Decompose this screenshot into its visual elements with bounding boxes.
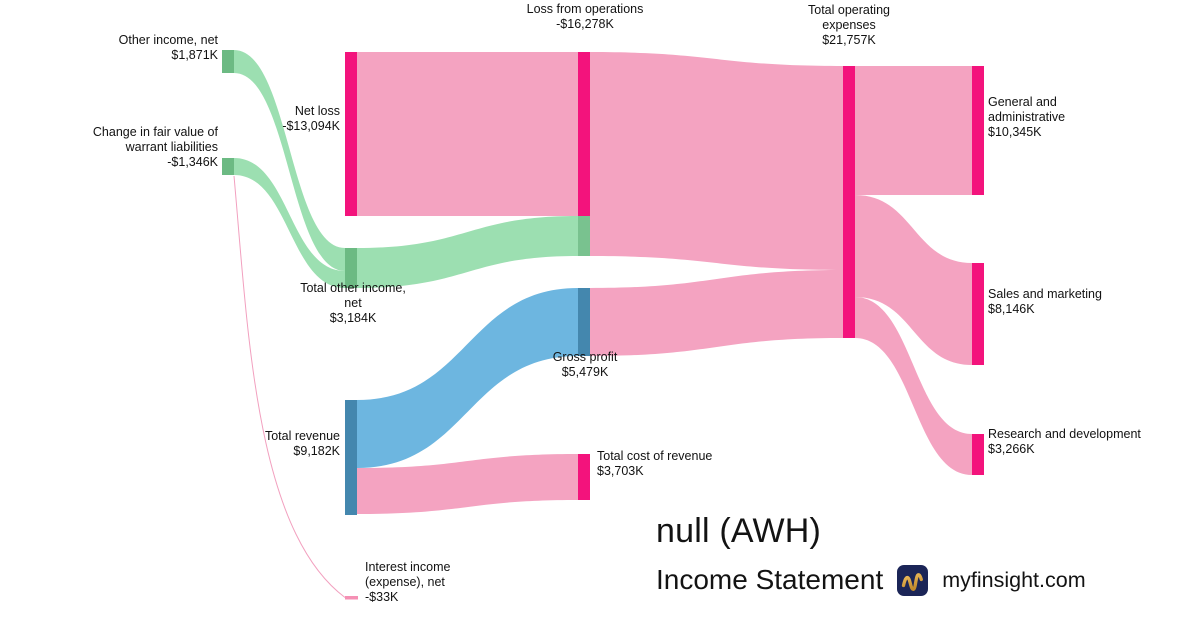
label-interest-income: Interest income (expense), net -$33K <box>365 560 451 604</box>
label-general-administrative: General and administrative $10,345K <box>988 95 1066 139</box>
node-loss-from-operations <box>578 52 590 216</box>
flow-net-loss-to-loss-from-operations <box>357 52 578 216</box>
flow-interest-income-to-total-other-income <box>233 175 346 598</box>
label-change-fair-value: Change in fair value of warrant liabiliti… <box>92 125 218 169</box>
flow-total-operating-expenses-to-general-administrative <box>855 66 972 195</box>
label-total-operating-expenses: Total operating expenses $21,757K <box>807 3 891 47</box>
node-change-fair-value <box>222 158 234 175</box>
label-total-cost-of-revenue: Total cost of revenue $3,703K <box>597 449 713 478</box>
node-total-operating-expenses <box>843 66 855 338</box>
flow-total-revenue-to-total-cost-of-revenue <box>357 454 578 514</box>
flow-total-revenue-to-gross-profit <box>357 288 578 468</box>
label-net-loss: Net loss -$13,094K <box>282 104 340 133</box>
node-sales-marketing <box>972 263 984 365</box>
label-sales-marketing: Sales and marketing $8,146K <box>988 287 1102 316</box>
node-general-administrative <box>972 66 984 195</box>
brand-site-text: myfinsight.com <box>942 567 1086 592</box>
node-research-development <box>972 434 984 475</box>
node-total-other-income <box>345 248 357 288</box>
label-other-income: Other income, net $1,871K <box>118 33 218 62</box>
node-total-revenue <box>345 400 357 515</box>
node-loss-from-operations-other-income-segment <box>578 216 590 256</box>
label-loss-from-operations: Loss from operations -$16,278K <box>526 2 644 31</box>
label-research-development: Research and development $3,266K <box>988 427 1141 456</box>
node-other-income <box>222 50 234 73</box>
label-total-other-income: Total other income, net $3,184K <box>300 281 406 325</box>
statement-type-subtitle: Income Statement <box>656 564 884 595</box>
footer-title-block: null (AWH) Income Statement myfinsight.c… <box>656 512 1086 596</box>
label-total-revenue: Total revenue $9,182K <box>264 429 340 458</box>
flow-gross-profit-to-total-operating-expenses <box>590 270 843 356</box>
node-interest-income <box>345 596 358 600</box>
label-gross-profit: Gross profit $5,479K <box>552 350 618 379</box>
flow-total-other-income-to-loss-from-operations <box>357 216 578 288</box>
flow-loss-from-operations-to-total-operating-expenses <box>590 52 843 270</box>
flow-other-income-to-total-other-income <box>234 50 345 271</box>
node-net-loss <box>345 52 357 216</box>
pulse-wave-icon <box>897 564 929 596</box>
subtitle-row: Income Statement myfinsight.com <box>656 564 1086 596</box>
flow-change-fair-value-to-total-other-income <box>234 158 345 288</box>
node-total-cost-of-revenue <box>578 454 590 500</box>
node-gross-profit <box>578 288 590 356</box>
company-title: null (AWH) <box>656 512 822 550</box>
flow-total-operating-expenses-to-research-development <box>855 297 972 475</box>
flow-total-operating-expenses-to-sales-marketing <box>855 195 972 365</box>
